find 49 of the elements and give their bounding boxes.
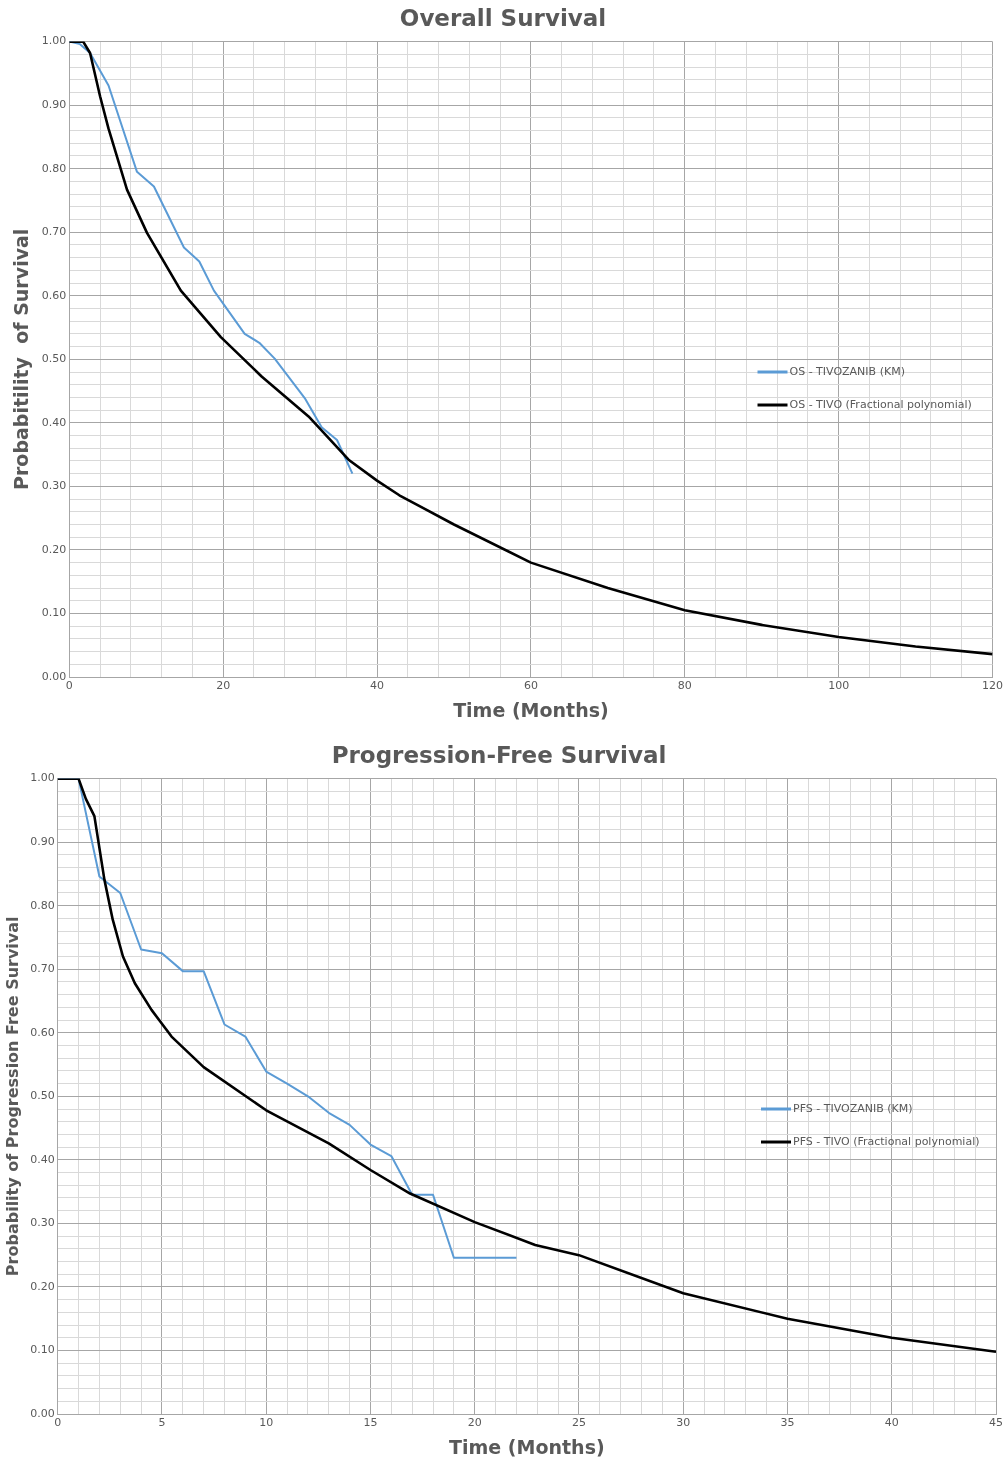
y-tick-label: 0.60	[30, 1025, 55, 1039]
x-tick-label: 5	[158, 1416, 166, 1430]
x-axis-title: Time (Months)	[453, 698, 609, 721]
x-tick-label: 15	[363, 1416, 378, 1430]
x-tick-label: 0	[54, 1416, 62, 1430]
x-tick-label: 100	[828, 679, 850, 693]
x-tick-label: 40	[370, 679, 385, 693]
x-tick-label: 120	[982, 679, 1003, 693]
x-tick-label: 30	[676, 1416, 691, 1430]
y-tick-label: 0.40	[41, 415, 67, 429]
y-tick-label: 0.10	[41, 606, 67, 620]
x-tick-label: 60	[523, 679, 538, 693]
legend-label: OS - TIVO (Fractional polynomial)	[789, 397, 972, 411]
y-tick-label: 0.00	[41, 669, 67, 683]
y-tick-label: 0.70	[41, 225, 67, 239]
y-tick-label: 0.60	[41, 288, 67, 302]
x-tick-label: 25	[571, 1416, 586, 1430]
y-tick-label: 0.00	[30, 1406, 55, 1420]
x-tick-label: 35	[780, 1416, 795, 1430]
y-tick-label: 0.90	[41, 98, 67, 111]
y-axis-title: Probabitility of Survival	[10, 228, 33, 490]
legend-label: PFS - TIVO (Fractional polynomial)	[793, 1134, 980, 1148]
x-tick-label: 20	[216, 679, 231, 693]
y-axis-title: Probability of Progression Free Survival	[2, 916, 22, 1277]
x-tick-label: 40	[884, 1416, 899, 1430]
y-tick-label: 0.30	[30, 1216, 55, 1230]
y-tick-label: 0.80	[41, 161, 67, 175]
chart-title: Progression-Free Survival	[331, 741, 667, 768]
x-tick-label: 20	[467, 1416, 482, 1430]
y-tick-label: 0.90	[30, 835, 55, 848]
x-tick-label: 45	[989, 1416, 1003, 1430]
x-tick-label: 10	[259, 1416, 274, 1430]
y-tick-label: 0.50	[41, 352, 67, 366]
legend-label: OS - TIVOZANIB (KM)	[789, 364, 905, 378]
x-tick-label: 80	[677, 679, 692, 693]
y-tick-label: 1.00	[41, 34, 67, 48]
y-tick-label: 1.00	[30, 771, 55, 785]
y-tick-label: 0.70	[30, 962, 55, 976]
y-tick-label: 0.50	[30, 1089, 55, 1103]
y-tick-label: 0.80	[30, 898, 55, 912]
chart-title: Overall Survival	[399, 4, 607, 31]
x-axis-title: Time (Months)	[449, 1435, 605, 1458]
y-tick-label: 0.20	[41, 542, 67, 556]
y-tick-label: 0.40	[30, 1152, 55, 1166]
x-tick-label: 0	[65, 679, 73, 693]
y-tick-label: 0.20	[30, 1279, 55, 1293]
y-tick-label: 0.10	[30, 1343, 55, 1357]
legend-label: PFS - TIVOZANIB (KM)	[793, 1101, 913, 1115]
y-tick-label: 0.30	[41, 479, 67, 493]
